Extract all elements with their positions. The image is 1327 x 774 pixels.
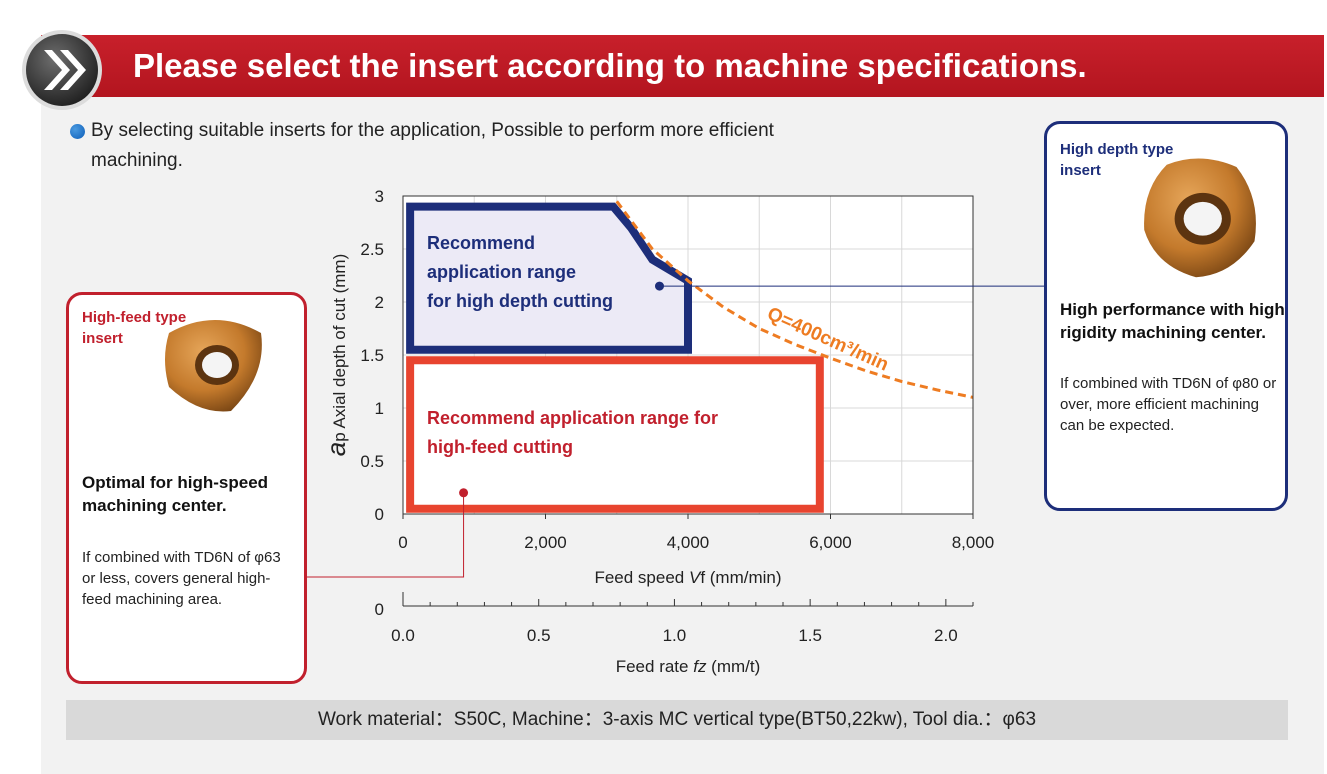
intro-text: By selecting suitable inserts for the ap… bbox=[91, 120, 774, 171]
fz-tick-label: 1.5 bbox=[798, 626, 822, 645]
high-depth-range-label: application range bbox=[427, 262, 576, 282]
high-feed-insert-image bbox=[165, 320, 262, 412]
high-depth-range-label: for high depth cutting bbox=[427, 291, 613, 311]
insert-heading: Optimal for high-speed machining center. bbox=[82, 473, 269, 515]
x-axis-label: Feed speed Vf (mm/min) bbox=[594, 568, 781, 587]
page-title: Please select the insert according to ma… bbox=[133, 47, 1087, 84]
x-tick-label: 0 bbox=[398, 533, 407, 552]
x-tick-label: 6,000 bbox=[809, 533, 852, 552]
high-depth-range bbox=[406, 202, 692, 354]
high-depth-insert-image bbox=[1144, 158, 1256, 278]
insert-description: If combined with TD6N of φ63 or less, co… bbox=[82, 549, 281, 608]
y-tick-label: 2 bbox=[375, 293, 384, 312]
double-chevron-icon bbox=[22, 30, 102, 110]
fz-zero-label: 0 bbox=[375, 600, 384, 619]
high-depth-marker bbox=[655, 281, 664, 291]
high-feed-range-label: high-feed cutting bbox=[427, 437, 573, 457]
high-depth-range-label: Recommend bbox=[427, 233, 535, 253]
test-conditions: Work material：S50C, Machine：3-axis MC ve… bbox=[317, 709, 1037, 730]
high-feed-range-label: Recommend application range for bbox=[427, 408, 718, 428]
y-tick-label: 0 bbox=[375, 505, 384, 524]
bullet-icon bbox=[70, 124, 85, 139]
high-feed-insert-box: High-feed type insert Optimal for high-s… bbox=[66, 292, 307, 684]
high-feed-connector bbox=[307, 492, 465, 578]
y-tick-label: 1.5 bbox=[360, 346, 384, 365]
insert-type-label: High depth type insert bbox=[1060, 141, 1174, 179]
x-tick-label: 4,000 bbox=[667, 533, 710, 552]
insert-type-label: High-feed type insert bbox=[82, 309, 187, 347]
q-curve bbox=[615, 200, 974, 399]
fz-tick-label: 1.0 bbox=[663, 626, 687, 645]
y-tick-label: 0.5 bbox=[360, 452, 384, 471]
y-axis-label: ap Axial depth of cut (mm) bbox=[321, 254, 351, 457]
insert-description: If combined with TD6N of φ80 or over, mo… bbox=[1060, 375, 1277, 434]
footer-bar bbox=[66, 700, 1288, 740]
high-feed-range bbox=[406, 356, 824, 513]
y-tick-label: 1 bbox=[375, 399, 384, 418]
header-bar bbox=[41, 35, 1324, 97]
y-tick-label: 2.5 bbox=[360, 240, 384, 259]
fz-axis-label: Feed rate fz (mm/t) bbox=[616, 657, 761, 676]
y-tick-label: 3 bbox=[375, 187, 384, 206]
insert-heading: High performance with high rigidity mach… bbox=[1060, 300, 1285, 342]
fz-tick-label: 0.5 bbox=[527, 626, 551, 645]
x-tick-label: 8,000 bbox=[952, 533, 995, 552]
high-depth-insert-box: High depth type insert High performance … bbox=[1044, 121, 1288, 511]
x-tick-label: 2,000 bbox=[524, 533, 567, 552]
fz-tick-label: 0.0 bbox=[391, 626, 415, 645]
high-feed-marker bbox=[459, 488, 469, 498]
fz-tick-label: 2.0 bbox=[934, 626, 958, 645]
